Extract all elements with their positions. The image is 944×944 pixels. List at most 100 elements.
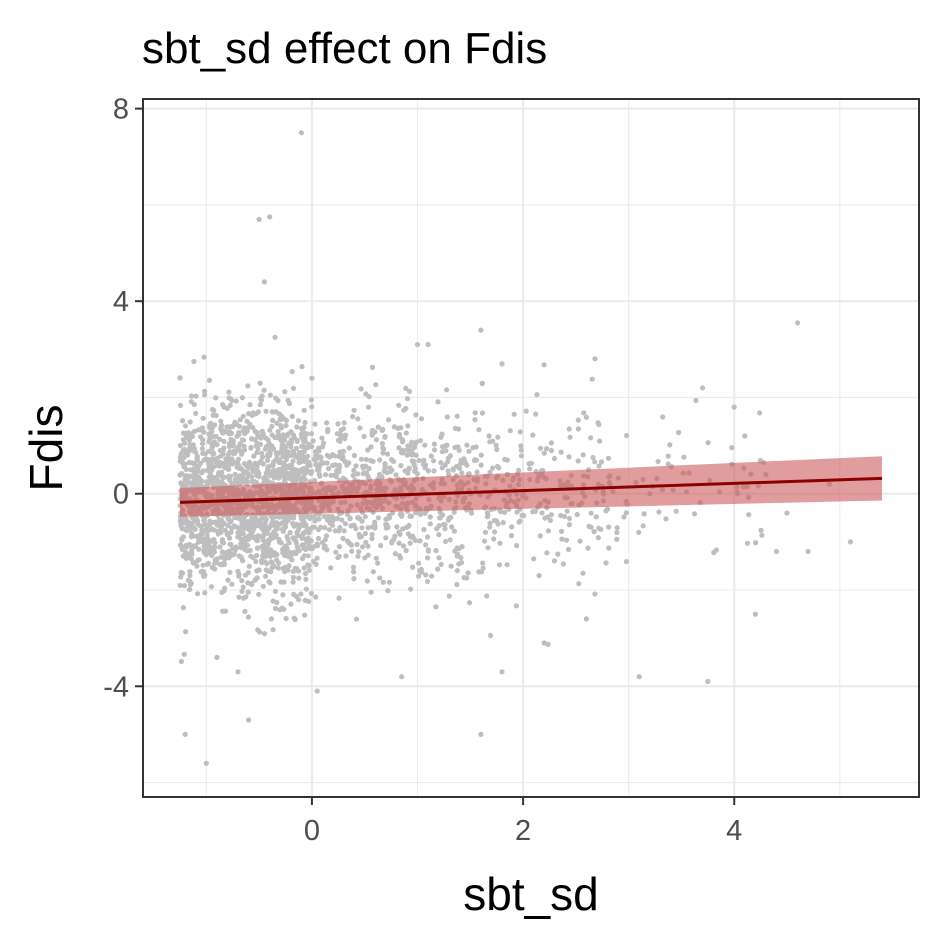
data-point — [303, 586, 309, 592]
data-point — [269, 423, 275, 429]
data-point — [417, 438, 424, 444]
data-point — [705, 678, 711, 685]
data-point — [242, 546, 248, 552]
data-point — [574, 511, 580, 518]
data-point — [759, 532, 765, 538]
data-point — [302, 419, 308, 426]
data-point — [213, 433, 219, 439]
data-point — [301, 545, 307, 551]
data-point — [225, 577, 231, 583]
data-point — [261, 387, 267, 393]
data-point — [249, 474, 255, 480]
data-point — [184, 476, 190, 482]
data-point — [369, 535, 375, 542]
data-point — [308, 590, 314, 597]
data-point — [285, 397, 291, 403]
data-point — [254, 545, 261, 551]
data-point — [235, 669, 241, 675]
data-point — [248, 445, 254, 451]
data-point — [280, 546, 286, 552]
data-point — [203, 527, 210, 533]
data-point — [404, 452, 410, 458]
data-point — [270, 515, 276, 521]
data-point — [425, 555, 431, 561]
axis-ticks: 0 2 4 -4 0 4 8 — [103, 94, 742, 847]
data-point — [784, 510, 790, 516]
data-point — [250, 425, 256, 431]
data-point — [491, 536, 497, 542]
data-point — [656, 509, 662, 515]
data-point — [314, 688, 320, 694]
data-point — [496, 465, 502, 471]
data-point — [193, 471, 199, 477]
data-point — [209, 444, 215, 450]
data-point — [195, 539, 201, 545]
data-point — [237, 448, 243, 454]
data-point — [179, 570, 186, 576]
data-point — [283, 469, 289, 475]
data-point — [298, 467, 304, 473]
data-point — [235, 460, 241, 466]
data-point — [665, 453, 671, 459]
data-point — [624, 433, 630, 439]
data-point — [729, 445, 735, 451]
data-point — [298, 591, 304, 597]
data-point — [210, 478, 216, 485]
data-point — [526, 461, 532, 467]
data-point — [257, 518, 263, 524]
data-point — [289, 557, 295, 563]
data-point — [207, 522, 213, 528]
data-point — [513, 603, 520, 609]
data-point — [486, 433, 492, 439]
data-point — [331, 472, 337, 478]
data-point — [199, 536, 205, 542]
regression-fit — [179, 456, 883, 517]
data-point — [753, 540, 759, 546]
data-point — [487, 439, 493, 445]
data-point — [641, 511, 647, 517]
data-point — [263, 567, 269, 573]
data-point — [265, 546, 272, 552]
data-point — [311, 558, 317, 565]
data-point — [269, 432, 275, 438]
data-point — [358, 386, 364, 392]
data-point — [711, 549, 717, 556]
data-point — [336, 462, 342, 468]
data-point — [437, 515, 443, 521]
data-point — [375, 424, 381, 430]
data-point — [356, 515, 362, 521]
data-point — [218, 418, 224, 424]
data-point — [478, 462, 484, 468]
y-tick-label: 4 — [113, 286, 129, 318]
data-point — [299, 364, 305, 370]
data-point — [731, 404, 737, 410]
data-point — [402, 468, 408, 474]
data-point — [405, 423, 411, 429]
data-point — [252, 577, 258, 583]
data-point — [206, 439, 212, 445]
data-point — [386, 417, 392, 423]
data-point — [795, 320, 801, 326]
data-point — [447, 537, 453, 543]
data-point — [380, 450, 386, 456]
data-point — [418, 416, 425, 422]
data-point — [288, 464, 294, 470]
data-point — [431, 447, 438, 453]
data-point — [239, 519, 245, 525]
data-point — [407, 540, 413, 546]
data-point — [583, 414, 590, 420]
data-point — [180, 605, 186, 611]
data-point — [514, 543, 520, 549]
data-point — [438, 460, 444, 466]
y-tick-label: -4 — [103, 671, 129, 703]
data-point — [294, 531, 300, 537]
data-point — [558, 528, 565, 535]
data-point — [744, 540, 751, 546]
data-point — [532, 508, 539, 514]
data-point — [400, 450, 406, 456]
data-point — [302, 612, 308, 618]
data-point — [181, 651, 187, 657]
data-point — [181, 461, 187, 467]
data-point — [322, 537, 328, 543]
data-point — [177, 542, 184, 548]
